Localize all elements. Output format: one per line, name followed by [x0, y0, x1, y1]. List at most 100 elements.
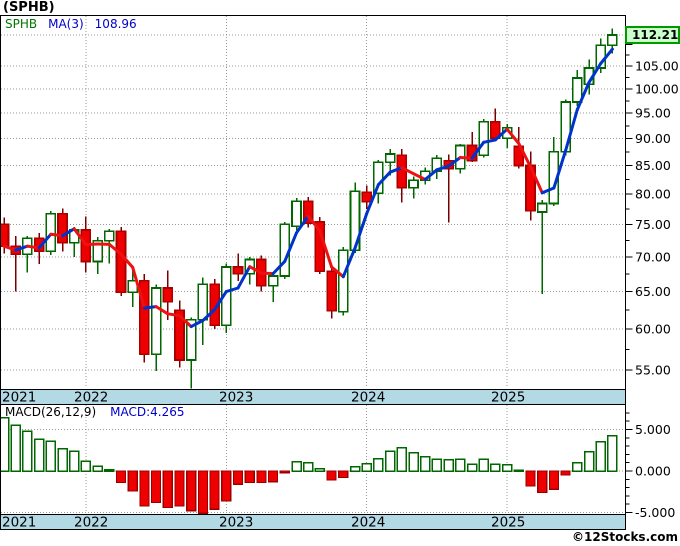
candle-down — [57, 213, 68, 244]
price-axis-label: 105.00 — [635, 59, 679, 74]
ma-line-segment — [37, 232, 53, 250]
macd-axis-label: -5.000 — [635, 505, 675, 520]
ma-line-segment — [154, 305, 170, 316]
macd-bar-positive — [478, 458, 489, 472]
ma-line-segment — [306, 214, 322, 233]
macd-bar-positive — [455, 458, 466, 472]
ma-line-segment — [14, 244, 29, 252]
macd-bar-positive — [490, 463, 501, 472]
candle-down — [361, 191, 373, 203]
ma-line-segment — [61, 227, 76, 238]
ma-line-segment — [2, 244, 18, 252]
macd-axis-label: 0.000 — [635, 464, 671, 479]
macd-bar-negative — [209, 470, 220, 510]
macd-bar-positive — [361, 462, 372, 472]
year-label: 2022 — [74, 515, 108, 531]
ma-line-segment — [529, 165, 544, 195]
ma-line-segment — [119, 252, 135, 269]
year-label: 2021 — [2, 515, 36, 531]
main-legend: SPHB MA(3) 108.96 — [5, 17, 137, 31]
ma-line-segment — [201, 308, 217, 322]
ma-line-segment — [142, 305, 158, 310]
price-axis-label: 55.00 — [635, 363, 671, 378]
ma-line-segment — [505, 127, 521, 145]
ma-line-segment — [25, 244, 41, 250]
macd-bar-positive — [57, 447, 68, 472]
price-axis-label: 80.00 — [635, 187, 671, 202]
macd-bar-positive — [0, 417, 10, 472]
price-axis-label: 65.00 — [635, 284, 671, 299]
macd-bar-positive — [513, 469, 525, 473]
ma-line-segment — [388, 166, 404, 174]
ma-line-segment — [224, 286, 240, 294]
macd-bar-positive — [314, 467, 326, 472]
ma-line-segment — [564, 108, 579, 153]
candle-up — [337, 249, 349, 313]
macd-bar-negative — [268, 470, 279, 483]
price-axis-label: 70.00 — [635, 249, 671, 264]
candle-up — [384, 153, 396, 164]
macd-bar-positive — [408, 451, 419, 472]
macd-bar-positive — [45, 440, 57, 472]
macd-bar-positive — [22, 430, 33, 472]
ma-line-segment — [213, 290, 228, 312]
candle-up — [104, 230, 115, 242]
ma-line-segment — [412, 172, 427, 181]
macd-bar-positive — [10, 424, 21, 472]
price-axis-label: 90.00 — [635, 131, 671, 146]
candle-up — [45, 213, 57, 253]
ma-line-segment — [493, 127, 509, 142]
ma-line-segment — [376, 170, 392, 187]
macd-bar-positive — [80, 460, 92, 472]
candle-up — [267, 275, 279, 287]
macd-bar-positive — [583, 451, 595, 472]
ma-line-segment — [330, 265, 345, 279]
ma-line-segment — [248, 265, 263, 275]
year-label: 2025 — [491, 515, 525, 531]
candle-up — [291, 200, 302, 228]
ma-line-segment — [341, 246, 357, 279]
price-axis-label: 60.00 — [635, 322, 671, 337]
ma-line-segment — [540, 186, 556, 195]
ma-line-segment — [435, 164, 451, 172]
candle-down — [115, 230, 127, 294]
macd-axis-label: 5.000 — [635, 422, 671, 437]
candle-up — [607, 34, 618, 46]
price-axis-label: 95.00 — [635, 106, 671, 121]
candle-up — [197, 283, 209, 321]
symbol-label: SPHB — [5, 17, 38, 31]
candle-down — [302, 200, 314, 224]
macd-bar-positive — [373, 457, 384, 472]
year-label: 2023 — [219, 515, 253, 531]
price-axis-label: 75.00 — [635, 217, 671, 232]
macd-params-label: MACD(26,12,9) — [5, 405, 97, 419]
ma-line-segment — [587, 62, 603, 84]
last-price-tag: 112.21 — [625, 25, 680, 44]
ma-line-segment — [131, 265, 146, 310]
macd-bar-positive — [396, 447, 408, 472]
macd-bar-negative — [279, 470, 290, 474]
ma-line-segment — [189, 319, 205, 329]
ma-period-label: MA(3) — [48, 17, 84, 31]
ma-line-segment — [575, 80, 591, 112]
candle-up — [571, 77, 583, 103]
macd-bar-negative — [326, 470, 337, 481]
macd-bar-positive — [431, 458, 443, 472]
macd-bar-positive — [384, 450, 396, 472]
candle-up — [150, 287, 162, 355]
ma-line-segment — [552, 149, 568, 190]
ma-line-segment — [84, 242, 100, 247]
candle-up — [92, 240, 103, 263]
macd-bar-positive — [466, 463, 478, 472]
ma-line-segment — [178, 314, 193, 329]
candle-down — [326, 270, 337, 312]
macd-bar-negative — [151, 470, 162, 504]
candle-up — [408, 179, 419, 189]
year-label: 2022 — [74, 390, 108, 406]
candle-down — [396, 154, 408, 189]
ma-line-segment — [365, 183, 380, 216]
macd-bar-negative — [244, 470, 255, 484]
candle-down — [174, 309, 185, 361]
ma-line-segment — [166, 312, 181, 318]
